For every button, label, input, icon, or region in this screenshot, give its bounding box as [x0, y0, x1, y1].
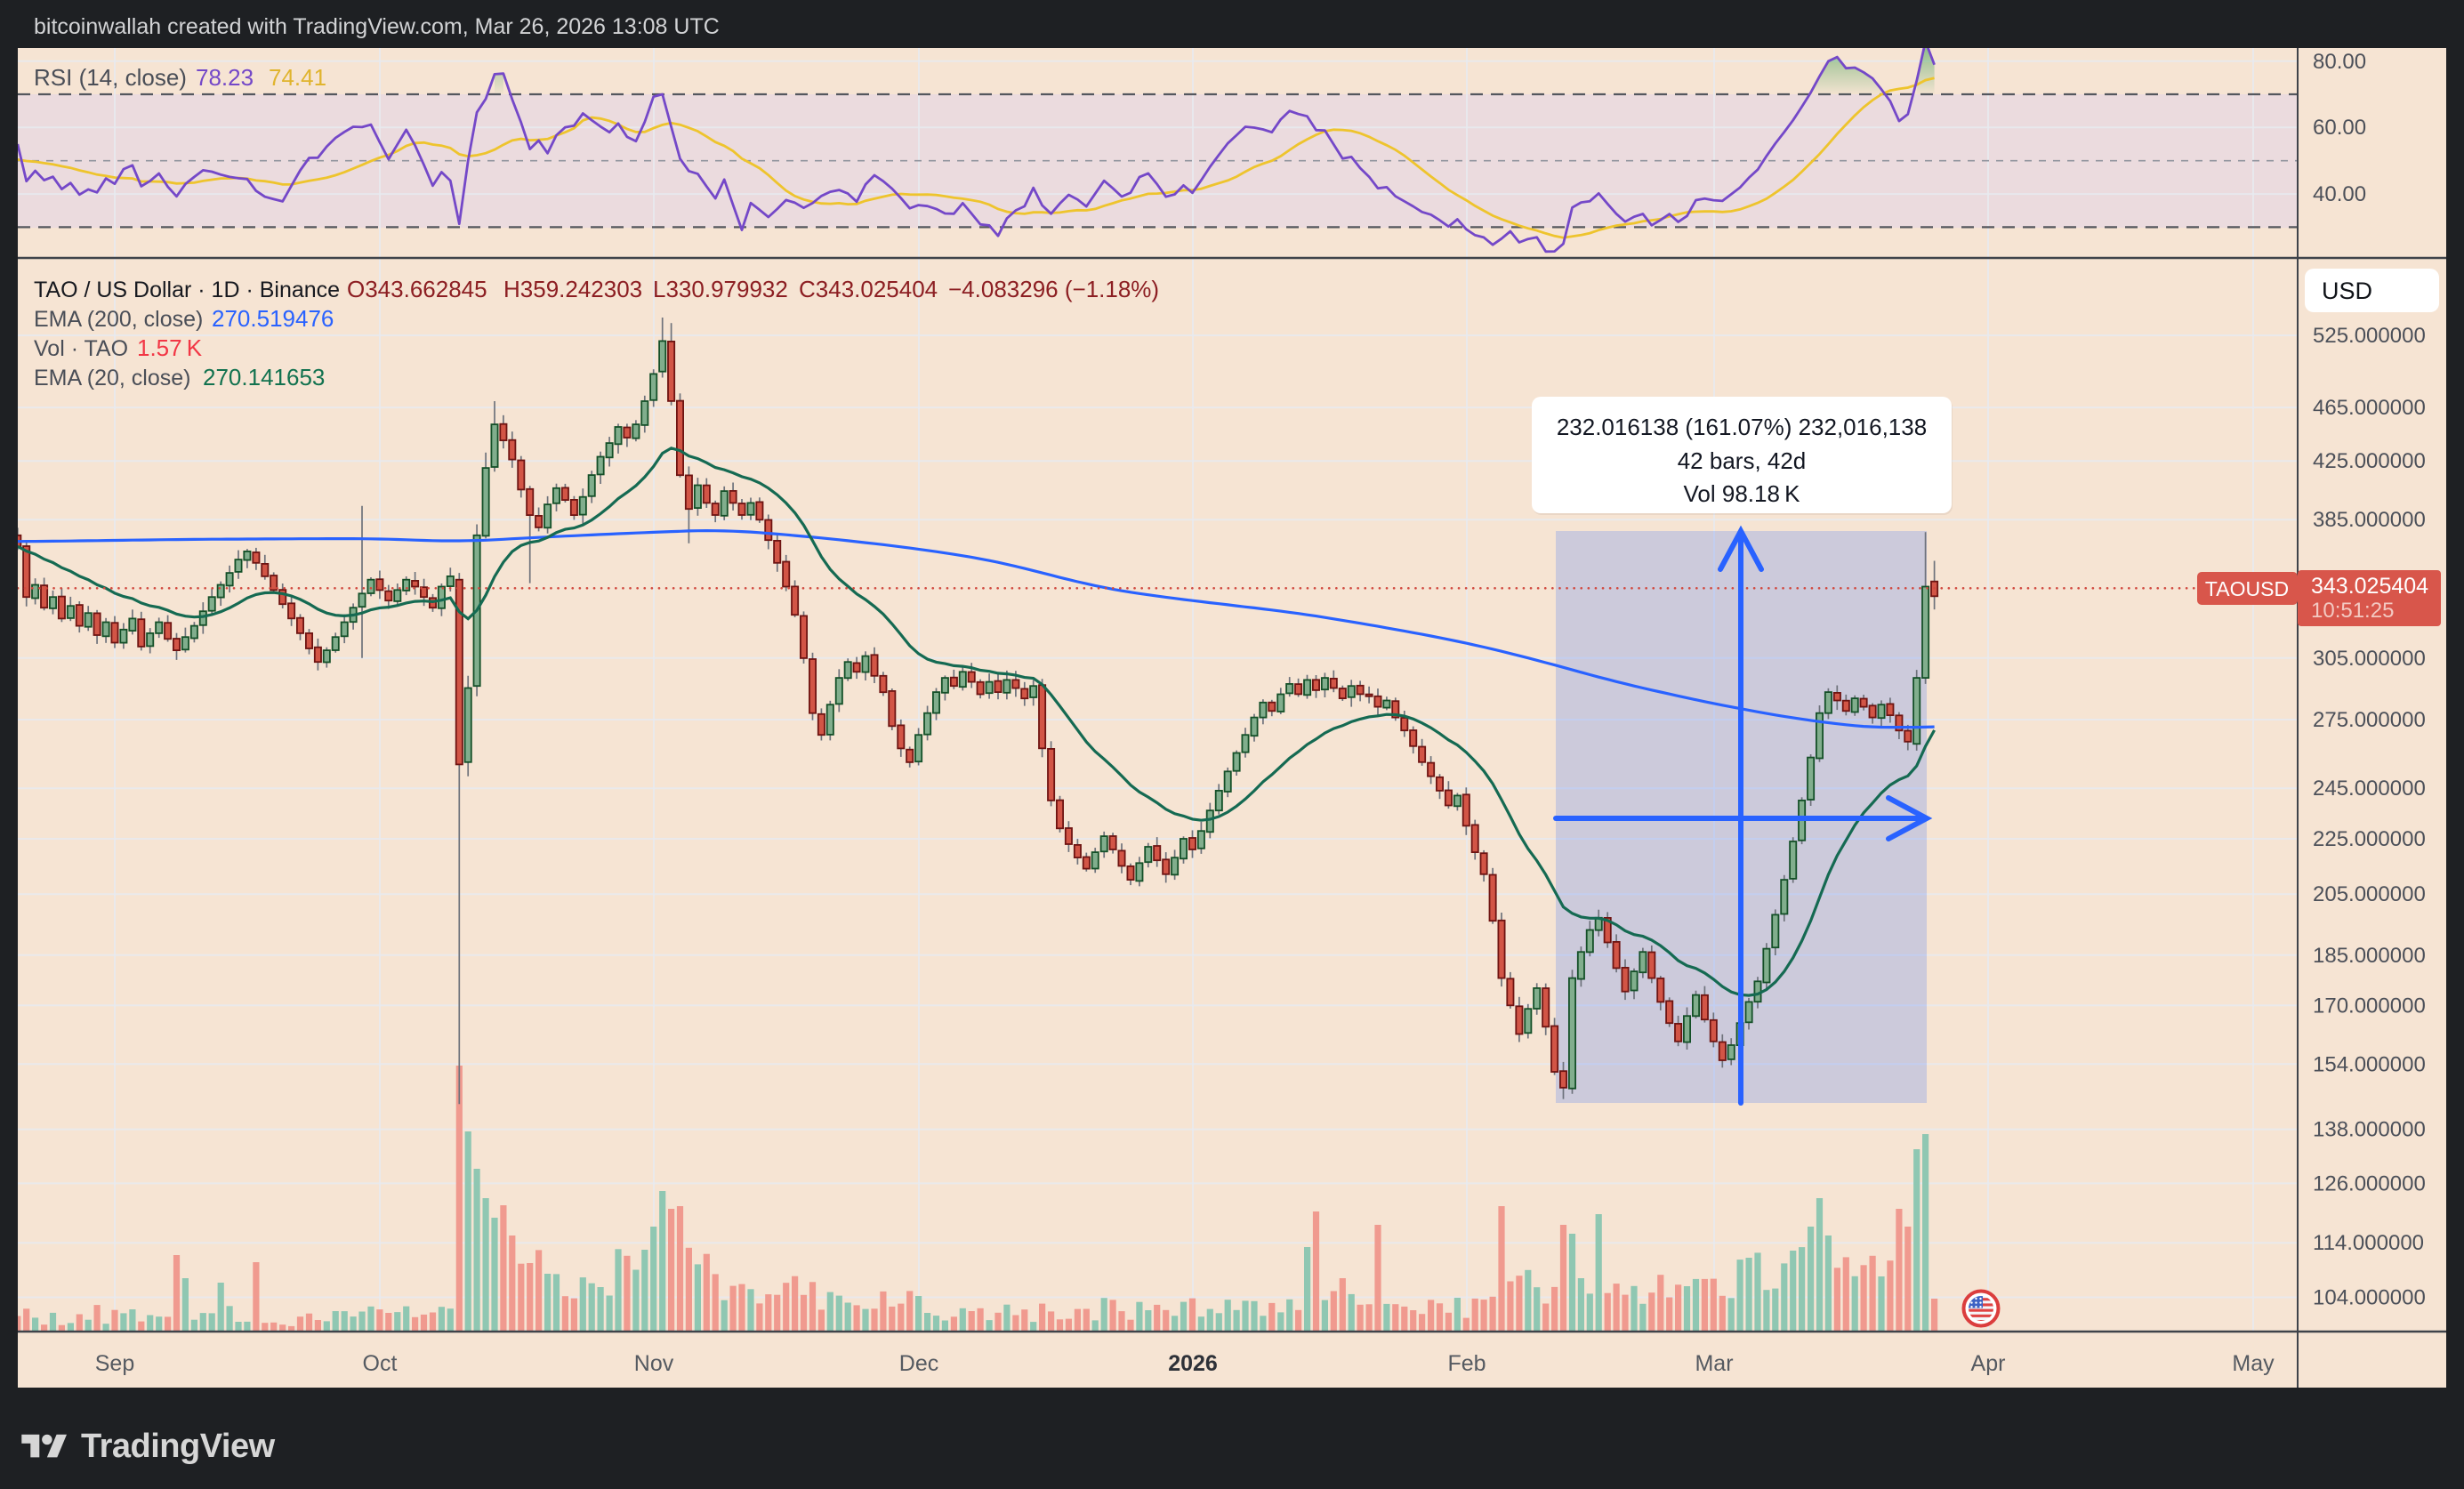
svg-text:78.23: 78.23 [196, 64, 254, 91]
svg-text:L330.979932: L330.979932 [653, 276, 788, 302]
svg-text:Mar: Mar [1695, 1351, 1733, 1376]
svg-text:60.00: 60.00 [2313, 116, 2366, 140]
svg-text:138.000000: 138.000000 [2313, 1118, 2426, 1142]
svg-text:275.000000: 275.000000 [2313, 708, 2426, 732]
svg-text:104.000000: 104.000000 [2313, 1286, 2426, 1310]
svg-text:Vol 98.18 K: Vol 98.18 K [1684, 480, 1801, 507]
svg-text:Sep: Sep [95, 1351, 134, 1376]
svg-text:425.000000: 425.000000 [2313, 449, 2426, 473]
svg-text:Vol · TAO: Vol · TAO [34, 336, 128, 361]
svg-text:154.000000: 154.000000 [2313, 1052, 2426, 1076]
svg-text:305.000000: 305.000000 [2313, 647, 2426, 671]
svg-text:TAOUSD: TAOUSD [2205, 577, 2289, 600]
svg-text:225.000000: 225.000000 [2313, 827, 2426, 851]
svg-text:C343.025404: C343.025404 [799, 276, 938, 302]
svg-text:126.000000: 126.000000 [2313, 1171, 2426, 1195]
svg-text:Nov: Nov [634, 1351, 674, 1376]
svg-text:40.00: 40.00 [2313, 182, 2366, 206]
svg-text:H359.242303: H359.242303 [503, 276, 642, 302]
svg-text:42 bars, 42d: 42 bars, 42d [1678, 447, 1807, 474]
svg-text:1.57 K: 1.57 K [137, 334, 203, 361]
svg-text:80.00: 80.00 [2313, 50, 2366, 74]
svg-text:TAO / US Dollar · 1D · Binance: TAO / US Dollar · 1D · Binance [34, 278, 340, 302]
svg-text:USD: USD [2322, 278, 2372, 304]
svg-text:EMA (200, close): EMA (200, close) [34, 307, 203, 332]
svg-text:343.025404: 343.025404 [2311, 574, 2428, 599]
svg-text:270.141653: 270.141653 [203, 364, 325, 390]
svg-text:2026: 2026 [1168, 1351, 1218, 1376]
svg-text:170.000000: 170.000000 [2313, 994, 2426, 1018]
svg-text:O343.662845: O343.662845 [347, 276, 487, 302]
svg-text:525.000000: 525.000000 [2313, 324, 2426, 348]
svg-text:RSI (14, close): RSI (14, close) [34, 64, 187, 91]
svg-text:185.000000: 185.000000 [2313, 944, 2426, 968]
svg-text:10:51:25: 10:51:25 [2311, 599, 2394, 623]
svg-text:114.000000: 114.000000 [2313, 1231, 2424, 1255]
svg-text:Apr: Apr [1971, 1351, 2006, 1376]
svg-text:Dec: Dec [899, 1351, 938, 1376]
svg-text:−4.083296 (−1.18%): −4.083296 (−1.18%) [948, 276, 1159, 302]
svg-text:270.519476: 270.519476 [212, 305, 334, 332]
svg-text:385.000000: 385.000000 [2313, 508, 2426, 532]
svg-text:465.000000: 465.000000 [2313, 396, 2426, 420]
svg-text:205.000000: 205.000000 [2313, 882, 2426, 906]
svg-text:232.016138 (161.07%) 232,016,1: 232.016138 (161.07%) 232,016,138 [1557, 414, 1927, 440]
svg-text:Oct: Oct [363, 1351, 398, 1376]
svg-text:74.41: 74.41 [269, 64, 326, 91]
svg-text:May: May [2232, 1351, 2275, 1376]
svg-text:EMA (20, close): EMA (20, close) [34, 366, 190, 390]
svg-text:Feb: Feb [1447, 1351, 1486, 1376]
svg-text:245.000000: 245.000000 [2313, 777, 2426, 801]
